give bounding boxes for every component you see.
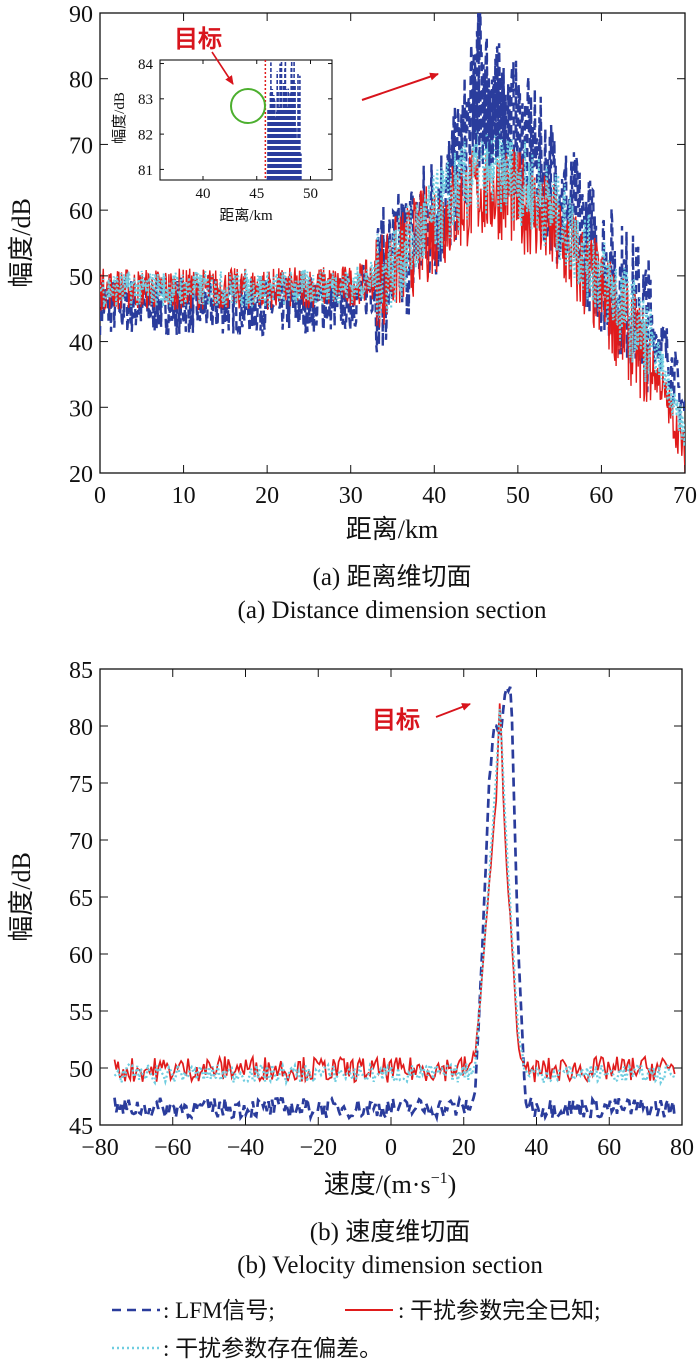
chart-b-y-ticks: 45 50 55 60 65 70 75 80 85 — [69, 658, 682, 1140]
chart-a: 0 10 20 30 40 50 60 70 20 30 40 50 60 70 80 90 距离/km 幅… — [7, 2, 697, 624]
y-tick-label: 83 — [138, 92, 153, 108]
x-tick-label: 70 — [673, 483, 697, 509]
y-tick-label: 90 — [69, 2, 93, 28]
y-tick-label: 40 — [69, 331, 93, 357]
chart-a-inset-series-lfm — [266, 60, 302, 180]
chart-b-target-annotation: 目标 — [372, 706, 420, 734]
chart-a-inset-y-ticks: 81 82 83 84 — [138, 57, 332, 179]
legend-label-bias: : 干扰参数存在偏差。 — [163, 1336, 382, 1361]
y-tick-label: 80 — [69, 68, 93, 94]
chart-b-x-ticks: −80 −60 −40 −20 0 20 40 60 80 — [81, 669, 694, 1161]
x-tick-label: 40 — [422, 483, 446, 509]
chart-b-y-axis-label: 幅度/dB — [7, 852, 36, 942]
y-tick-label: 85 — [69, 658, 93, 684]
y-tick-label: 80 — [69, 715, 93, 741]
x-tick-label: 40 — [196, 186, 211, 202]
chart-a-y-ticks: 20 30 40 50 60 70 80 90 — [69, 2, 685, 488]
chart-a-inset-background — [159, 59, 333, 181]
x-tick-label: 10 — [172, 483, 196, 509]
chart-a-inset-series-group — [264, 60, 302, 180]
x-tick-label: 60 — [597, 1135, 621, 1161]
y-tick-label: 75 — [69, 772, 93, 798]
y-tick-label: 84 — [138, 57, 154, 73]
chart-b-x-axis-label-end: ) — [448, 1170, 457, 1199]
x-tick-label: −40 — [227, 1135, 265, 1161]
chart-b-series-group — [113, 683, 677, 1123]
y-tick-label: 55 — [69, 1000, 93, 1026]
chart-a-inset-x-ticks: 40 45 50 — [196, 60, 318, 202]
x-tick-label: 20 — [452, 1135, 476, 1161]
x-tick-label: −80 — [81, 1135, 119, 1161]
x-tick-label: 20 — [255, 483, 279, 509]
chart-a-x-ticks: 0 10 20 30 40 50 60 70 — [94, 13, 697, 509]
chart-a-caption-cn: (a) 距离维切面 — [313, 563, 472, 591]
chart-a-inset-target-arrow — [211, 51, 234, 85]
x-tick-label: 30 — [339, 483, 363, 509]
chart-a-inset-x-axis-label: 距离/km — [219, 207, 273, 224]
y-tick-label: 82 — [138, 128, 153, 144]
chart-b-x-axis-label: 速度/(m·s−1) — [324, 1170, 457, 1199]
chart-b: −80 −60 −40 −20 0 20 40 60 80 45 50 55 60 65 70 75 80 85… — [7, 658, 694, 1279]
x-tick-label: 40 — [525, 1135, 549, 1161]
chart-b-series-known — [113, 703, 676, 1084]
chart-a-y-axis-label: 幅度/dB — [7, 198, 36, 288]
y-tick-label: 70 — [69, 133, 93, 159]
chart-a-series-group — [100, 13, 685, 473]
y-tick-label: 81 — [138, 163, 153, 179]
chart-b-caption-cn: (b) 速度维切面 — [310, 1218, 470, 1246]
y-tick-label: 20 — [69, 462, 93, 488]
x-tick-label: 0 — [94, 483, 106, 509]
y-tick-label: 50 — [69, 1057, 93, 1083]
x-tick-label: 50 — [506, 483, 530, 509]
x-tick-label: 60 — [589, 483, 613, 509]
chart-a-series-lfm-peak — [470, 53, 506, 168]
chart-b-series-bias — [113, 708, 676, 1087]
x-tick-label: 50 — [303, 186, 318, 202]
chart-a-series-bias — [100, 127, 685, 447]
chart-a-series-lfm — [100, 13, 685, 422]
y-tick-label: 50 — [69, 265, 93, 291]
chart-b-target-arrow — [435, 703, 471, 718]
y-tick-label: 60 — [69, 199, 93, 225]
x-tick-label: −20 — [299, 1135, 337, 1161]
legend-label-lfm: : LFM信号; — [163, 1298, 275, 1323]
chart-b-x-axis-label-main: 速度/(m·s — [324, 1170, 431, 1199]
chart-a-inset-target-annotation: 目标 — [174, 25, 222, 53]
y-tick-label: 65 — [69, 886, 93, 912]
chart-b-plot-frame — [99, 668, 683, 1126]
chart-a-caption-en: (a) Distance dimension section — [238, 597, 547, 624]
chart-b-x-axis-label-sup: −1 — [431, 1170, 448, 1187]
legend-label-known: : 干扰参数完全已知; — [398, 1298, 601, 1323]
y-tick-label: 30 — [69, 396, 93, 422]
x-tick-label: −60 — [154, 1135, 192, 1161]
chart-b-series-lfm — [113, 683, 677, 1123]
y-tick-label: 70 — [69, 829, 93, 855]
chart-a-inset: 40 45 50 81 82 83 84 距离/km 幅度/dB 目标 — [111, 25, 333, 224]
chart-a-peak-arrow — [361, 72, 439, 101]
x-tick-label: 45 — [249, 186, 264, 202]
chart-a-x-axis-label: 距离/km — [346, 515, 438, 544]
chart-b-caption-en: (b) Velocity dimension section — [237, 1252, 543, 1279]
x-tick-label: 80 — [670, 1135, 694, 1161]
chart-a-inset-y-axis-label: 幅度/dB — [111, 92, 128, 144]
chart-a-inset-highlight-circle — [230, 88, 266, 124]
x-tick-label: 0 — [385, 1135, 397, 1161]
y-tick-label: 45 — [69, 1114, 93, 1140]
legend: : LFM信号; : 干扰参数完全已知; : 干扰参数存在偏差。 — [112, 1298, 601, 1361]
y-tick-label: 60 — [69, 943, 93, 969]
chart-a-plot-frame — [99, 12, 686, 474]
